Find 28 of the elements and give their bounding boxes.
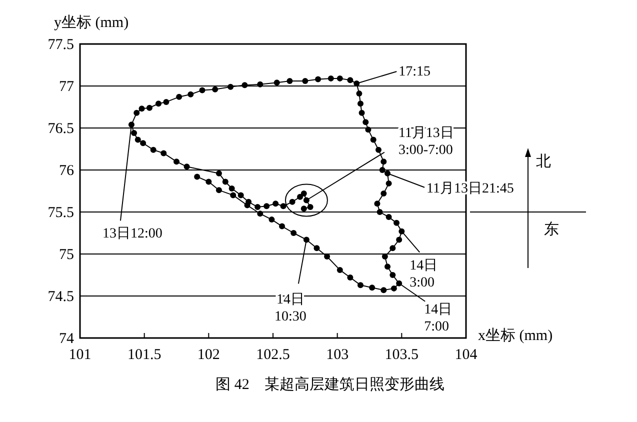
y-tick-label: 75	[59, 247, 74, 263]
annotation: 17:15	[398, 64, 431, 80]
x-tick-label: 102	[197, 347, 220, 363]
y-tick-label: 77.5	[48, 37, 74, 53]
y-axis-title: y坐标 (mm)	[54, 14, 129, 31]
y-tick-label: 76	[59, 163, 74, 179]
text: 图 42 某超高层建筑日照变形曲线	[216, 376, 444, 393]
annotation: 13日12:00	[102, 226, 162, 242]
x-tick-label: 101	[68, 347, 92, 363]
annotation: 14日 10:30	[274, 239, 307, 325]
annotation: 14日 10:30	[274, 292, 306, 325]
y-tick-label: 74.5	[48, 289, 74, 305]
x-tick-label: 103	[326, 347, 349, 363]
text: 东	[544, 221, 559, 238]
y-tick-label: 75.5	[48, 205, 74, 221]
annotation: 11月13日 3:00-7:00	[398, 126, 454, 158]
annotation: 13日12:00	[102, 124, 162, 242]
text: 北	[536, 153, 551, 170]
y-tick-label: 77	[59, 79, 74, 95]
y-tick-label: 76.5	[48, 121, 74, 137]
y-tick-label: 74	[59, 331, 74, 347]
x-tick-label: 101.5	[127, 347, 162, 363]
x-tick-label: 103.5	[384, 347, 419, 363]
x-tick-label: 104	[454, 347, 478, 363]
x-tick-label: 102.5	[256, 347, 290, 363]
annotation: 14日 7:00	[424, 302, 452, 334]
x-axis-title: x坐标 (mm)	[478, 327, 553, 344]
annotation: 17:15	[356, 64, 431, 84]
